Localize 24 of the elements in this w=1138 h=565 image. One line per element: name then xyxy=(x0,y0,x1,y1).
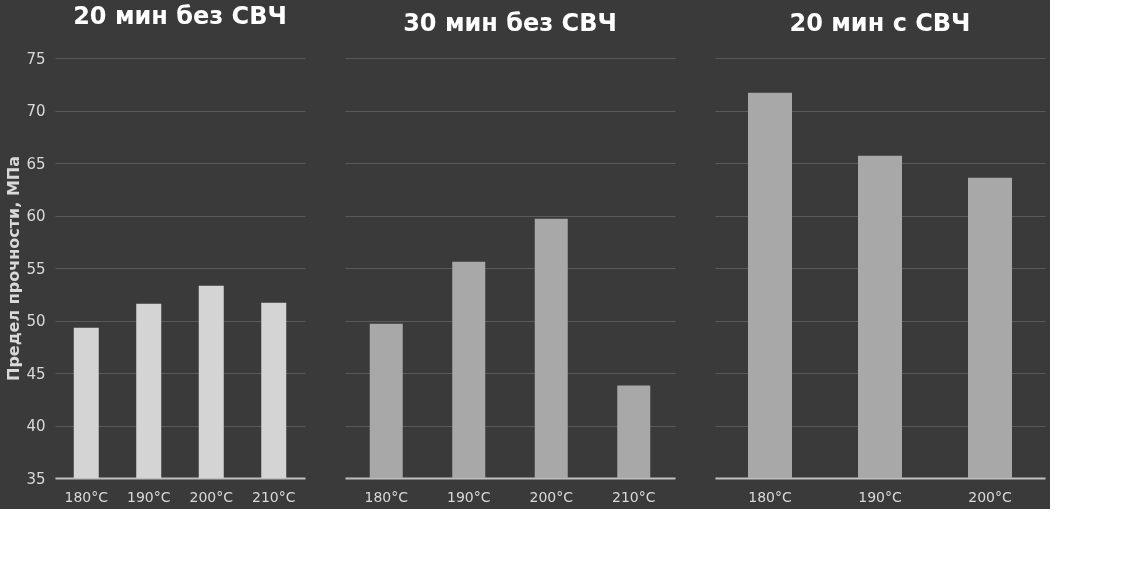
x-tick-label: 190°C xyxy=(447,488,491,505)
x-tick-label: 200°C xyxy=(529,488,574,505)
x-tick-label: 200°C xyxy=(189,488,234,505)
chart-title: 20 мин без СВЧ xyxy=(73,2,287,30)
y-tick-label: 50 xyxy=(26,312,46,330)
y-tick-label: 40 xyxy=(26,417,46,435)
y-axis-title: Предел прочности, МПа xyxy=(4,155,24,382)
x-tick-label: 200°C xyxy=(968,488,1012,505)
y-tick-label: 65 xyxy=(26,154,46,173)
x-tick-label: 190°C xyxy=(858,488,902,505)
y-tick-label: 35 xyxy=(26,469,46,488)
y-tick-label: 75 xyxy=(26,49,46,68)
y-tick-label: 70 xyxy=(26,102,46,120)
y-tick-label: 60 xyxy=(26,207,46,225)
chart-title: 20 мин с СВЧ xyxy=(789,9,971,37)
x-tick-label: 180°C xyxy=(748,488,792,505)
chart-title: 30 мин без СВЧ xyxy=(403,9,617,37)
x-tick-label: 180°C xyxy=(364,488,409,505)
x-tick-label: 180°C xyxy=(64,488,109,505)
y-tick-label: 55 xyxy=(26,259,46,278)
x-tick-label: 190°C xyxy=(127,488,171,505)
x-tick-label: 210°C xyxy=(612,488,656,505)
y-tick-label: 45 xyxy=(26,364,46,383)
x-tick-label: 210°C xyxy=(252,488,296,505)
